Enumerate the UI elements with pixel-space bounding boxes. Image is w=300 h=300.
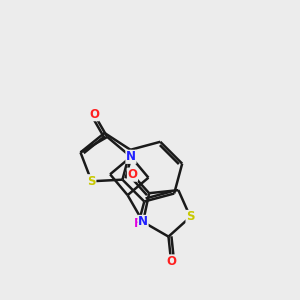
Text: F: F [134,218,142,230]
Text: N: N [126,150,136,163]
Text: S: S [186,211,195,224]
Text: O: O [128,168,137,181]
Text: N: N [138,215,148,228]
Text: O: O [89,108,99,121]
Text: S: S [87,175,96,188]
Text: O: O [166,255,176,268]
